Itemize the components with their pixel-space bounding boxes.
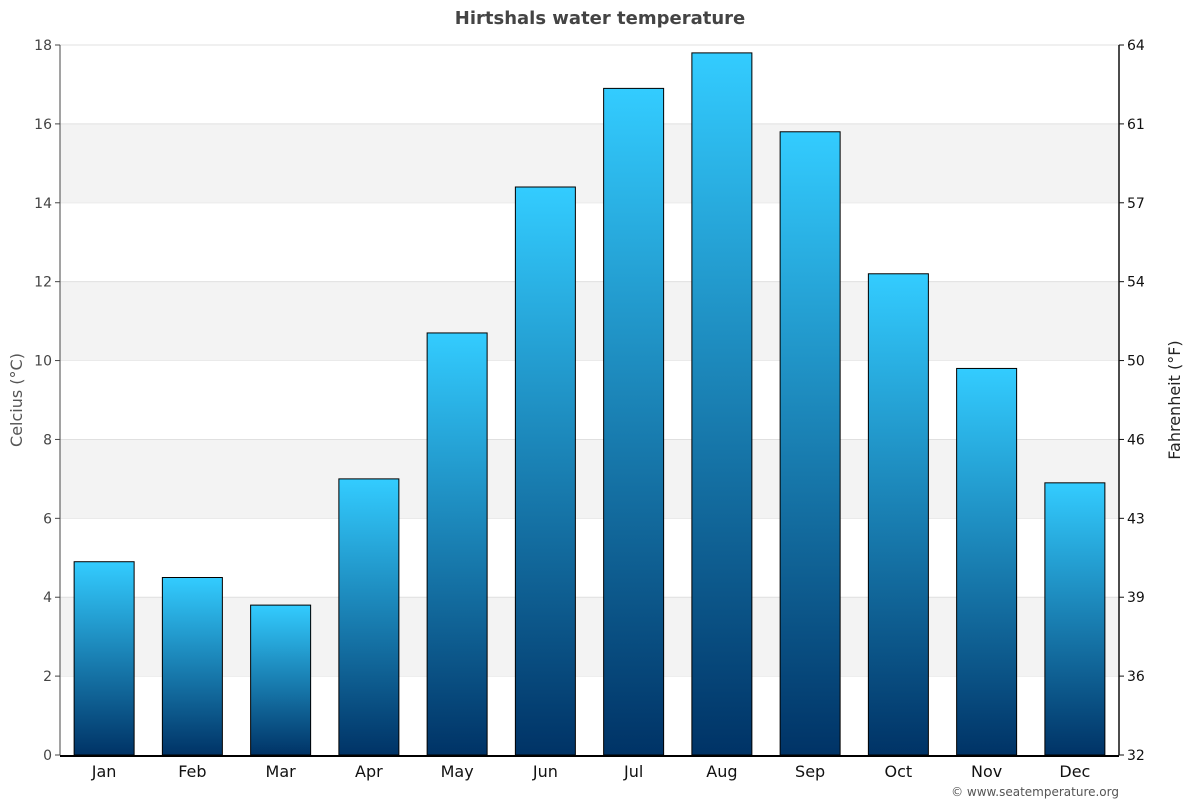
x-tick-label: Aug (706, 762, 737, 781)
bar-jul (603, 87, 665, 756)
grid-band (60, 597, 1119, 677)
y-right-tick-label: 36 (1127, 669, 1145, 685)
credit-text: © www.seatemperature.org (951, 785, 1119, 799)
x-tick-label: Sep (795, 762, 825, 781)
x-tick-label: Mar (266, 762, 297, 781)
y-tick-label: 4 (43, 590, 52, 606)
x-tick-label: Feb (178, 762, 206, 781)
grid-band (60, 281, 1119, 361)
y-right-tick-label: 43 (1127, 511, 1145, 527)
y-tick-label: 18 (34, 38, 52, 54)
y-right-tick-label: 46 (1127, 432, 1145, 448)
x-tick-label: Dec (1059, 762, 1090, 781)
y-right-tick-label: 57 (1127, 196, 1145, 212)
y-tick-label: 8 (43, 432, 52, 448)
y-tick-label: 2 (43, 669, 52, 685)
bar-feb (161, 577, 223, 756)
y-right-tick-label: 32 (1127, 748, 1145, 764)
bar-nov (956, 367, 1018, 756)
y-tick-label: 12 (34, 275, 52, 291)
y-right-tick-label: 39 (1127, 590, 1145, 606)
x-tick-label: Jan (91, 762, 117, 781)
bar-sep (779, 131, 841, 756)
grid-band (60, 439, 1119, 519)
bar-jun (514, 186, 576, 756)
y-axis-label: Celcius (°C) (7, 353, 26, 447)
bar-aug (691, 52, 753, 756)
bar-jan (73, 561, 135, 756)
x-tick-label: Nov (971, 762, 1002, 781)
x-tick-label: May (441, 762, 474, 781)
bar-mar (250, 604, 312, 756)
chart-title: Hirtshals water temperature (455, 8, 745, 29)
y-right-tick-label: 54 (1127, 275, 1145, 291)
y-right-tick-label: 64 (1127, 38, 1145, 54)
bar-oct (867, 273, 929, 756)
bar-may (426, 332, 488, 756)
y-tick-label: 6 (43, 511, 52, 527)
y-right-tick-label: 50 (1127, 354, 1145, 370)
x-tick-label: Jul (623, 762, 643, 781)
y-right-tick-label: 61 (1127, 117, 1145, 133)
y-axis-right-label: Fahrenheit (°F) (1165, 340, 1184, 459)
x-tick-label: Jun (532, 762, 558, 781)
x-tick-label: Apr (355, 762, 383, 781)
y-tick-label: 10 (34, 354, 52, 370)
bar-dec (1044, 482, 1106, 756)
y-tick-label: 0 (43, 748, 52, 764)
y-tick-label: 14 (34, 196, 52, 212)
y-tick-label: 16 (34, 117, 52, 133)
x-tick-label: Oct (885, 762, 913, 781)
grid-band (60, 123, 1119, 203)
bar-apr (338, 478, 400, 756)
